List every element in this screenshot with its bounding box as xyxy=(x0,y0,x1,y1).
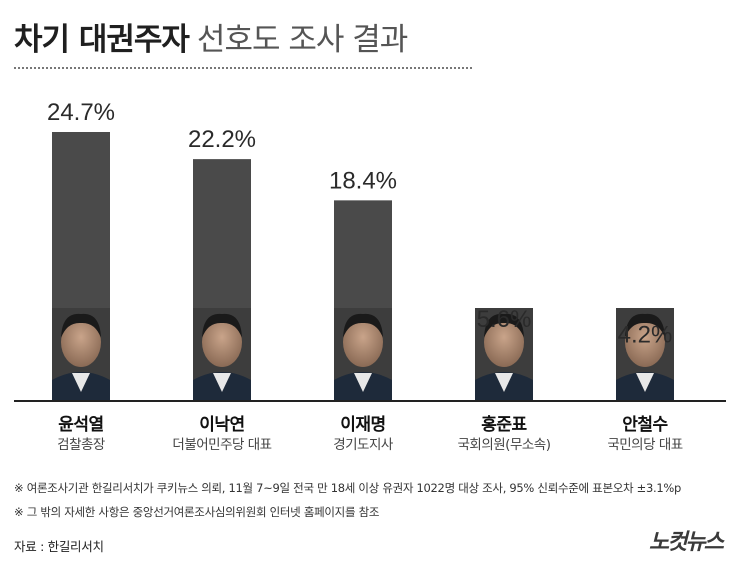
bar-chart: 24.7% 22.2% 18.4% 5.6% 4.2% xyxy=(14,99,726,402)
value-label-5: 4.2% xyxy=(618,321,673,348)
value-label-2: 22.2% xyxy=(188,126,256,153)
candidate-role-3: 경기도지사 xyxy=(333,437,393,453)
candidate-photo-2 xyxy=(193,308,251,400)
value-label-1: 24.7% xyxy=(47,99,115,126)
header: 차기 대권주자 선호도 조사 결과 xyxy=(0,0,740,70)
candidate-photo-3 xyxy=(334,308,392,400)
footnote-reference: ※ 그 밖의 자세한 사항은 중앙선거여론조사심의위원회 인터넷 홈페이지를 참… xyxy=(14,505,380,519)
value-label-3: 18.4% xyxy=(329,167,397,194)
footnotes: ※ 여론조사기관 한길리서치가 쿠키뉴스 의뢰, 11월 7~9일 전국 만 1… xyxy=(14,480,726,528)
source-credit: 자료 : 한길리서치 xyxy=(14,539,104,554)
candidate-role-2: 더불어민주당 대표 xyxy=(172,437,272,453)
footnote-survey: ※ 여론조사기관 한길리서치가 쿠키뉴스 의뢰, 11월 7~9일 전국 만 1… xyxy=(14,481,681,495)
candidate-name-3: 이재명 xyxy=(340,415,386,435)
candidate-role-4: 국회의원(무소속) xyxy=(457,437,551,453)
candidate-role-1: 검찰총장 xyxy=(57,437,105,453)
candidate-name-5: 안철수 xyxy=(622,415,668,435)
candidate-photo-1 xyxy=(52,308,110,400)
title-bold: 차기 대권주자 xyxy=(14,22,190,58)
candidate-photo-5 xyxy=(616,308,674,400)
page-title: 차기 대권주자 선호도 조사 결과 xyxy=(14,14,408,59)
candidate-photo-4 xyxy=(475,308,533,400)
title-divider xyxy=(14,67,472,69)
candidate-name-2: 이낙연 xyxy=(199,415,245,435)
title-light: 선호도 조사 결과 xyxy=(196,22,408,58)
value-label-4: 5.6% xyxy=(477,306,532,333)
candidate-name-1: 윤석열 xyxy=(58,415,104,435)
chart-canvas: 24.7% 22.2% 18.4% 5.6% 4.2% xyxy=(14,99,726,402)
candidate-name-4: 홍준표 xyxy=(481,415,527,435)
candidate-role-5: 국민의당 대표 xyxy=(607,437,683,453)
nocut-news-logo: 노컷뉴스 xyxy=(649,530,724,555)
